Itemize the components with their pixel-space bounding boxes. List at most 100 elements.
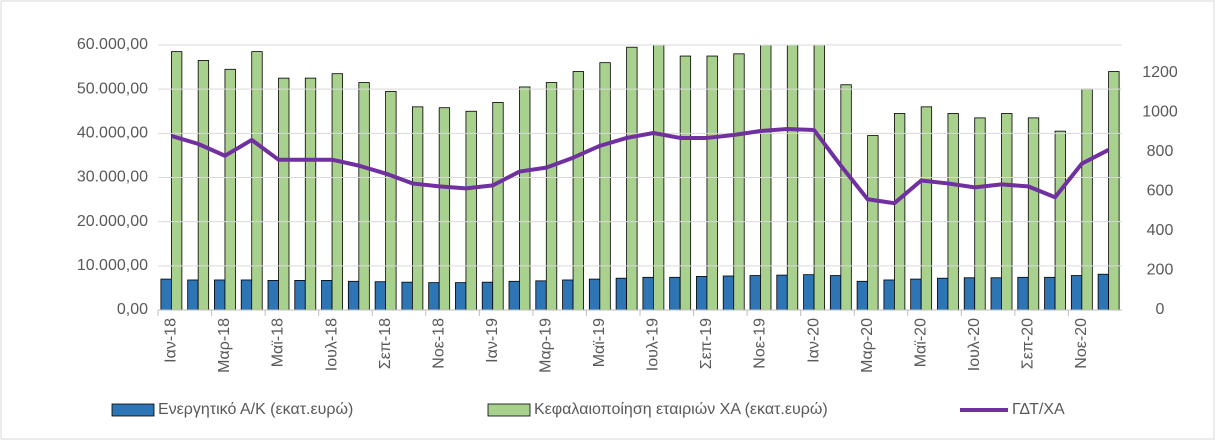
y-tick-label: 20.000,00 — [77, 213, 148, 230]
y-tick-label: 0,00 — [117, 301, 148, 318]
y2-tick-label: 1000 — [1142, 103, 1178, 120]
y-tick-label: 60.000,00 — [77, 36, 148, 53]
bar — [519, 86, 531, 311]
bar — [251, 51, 263, 311]
bar — [214, 279, 226, 311]
legend-swatch — [111, 403, 155, 417]
bar — [331, 73, 343, 311]
bar — [786, 45, 799, 311]
bar — [374, 281, 387, 311]
bar — [304, 77, 317, 311]
bar — [1054, 130, 1066, 311]
bar — [813, 45, 825, 311]
x-tick-label: Ιουλ-19 — [645, 318, 662, 371]
bar — [588, 278, 601, 311]
legend-swatch — [487, 403, 531, 417]
y2-tick-label: 400 — [1147, 222, 1174, 239]
bar — [990, 277, 1002, 311]
bar — [696, 276, 708, 311]
y-tick-label: 40.000,00 — [77, 125, 148, 142]
bar — [401, 281, 413, 311]
bar — [733, 53, 745, 311]
bar — [267, 280, 279, 311]
bar — [910, 278, 922, 311]
x-tick-label: Σεπ-19 — [698, 318, 715, 369]
y-tick-label: 30.000,00 — [77, 169, 148, 186]
x-tick-label: Ιουλ-20 — [966, 318, 983, 371]
bar — [428, 282, 440, 311]
legend-label: Ενεργητικό Α/Κ (εκατ.ευρώ) — [158, 401, 353, 418]
legend-label: ΓΔΤ/ΧΑ — [1012, 401, 1065, 418]
x-tick-label: Νοε-19 — [752, 318, 769, 369]
bar — [722, 275, 735, 311]
bar — [455, 282, 467, 311]
x-tick-label: Σεπ-18 — [377, 318, 394, 369]
bar — [572, 71, 584, 311]
bar — [615, 277, 628, 311]
bar — [974, 117, 986, 311]
bar — [1108, 71, 1120, 311]
bar — [358, 82, 370, 311]
bar — [197, 60, 210, 311]
bar — [840, 84, 852, 311]
x-tick-label: Μαϊ-20 — [912, 318, 929, 367]
y2-tick-label: 600 — [1147, 183, 1174, 200]
bar — [160, 278, 172, 311]
x-tick-label: Μαρ-20 — [859, 318, 876, 373]
bar — [1017, 276, 1029, 311]
bar — [294, 280, 306, 311]
bar — [963, 277, 976, 311]
bar — [776, 274, 788, 311]
bar — [626, 46, 638, 311]
x-tick-label: Ιαν-20 — [805, 318, 822, 363]
bar — [599, 62, 611, 311]
plot-area — [160, 45, 1120, 311]
bar — [224, 68, 236, 311]
bar — [706, 55, 718, 311]
line-series — [170, 127, 1110, 206]
x-tick-label: Μαϊ-18 — [270, 318, 287, 367]
x-tick-label: Νοε-20 — [1073, 318, 1090, 369]
bar — [947, 113, 959, 311]
bar — [679, 55, 692, 311]
bar — [920, 106, 933, 311]
bar — [170, 51, 183, 311]
bar — [411, 106, 424, 311]
x-tick-label: Νοε-18 — [430, 318, 447, 369]
bar — [545, 82, 558, 311]
bar — [937, 277, 949, 311]
y2-tick-label: 800 — [1147, 143, 1174, 160]
legend-label: Κεφαλαιοποίηση εταιριών ΧΑ (εκατ.ευρώ) — [534, 401, 828, 418]
bar — [321, 280, 333, 311]
x-tick-label: Σεπ-20 — [1019, 318, 1036, 369]
bar — [1001, 113, 1013, 311]
bar — [347, 280, 360, 311]
bar — [749, 275, 761, 311]
bar — [760, 45, 772, 311]
x-tick-label: Ιαν-19 — [484, 318, 501, 363]
bar — [481, 281, 494, 311]
bar — [278, 77, 290, 311]
bar — [1097, 273, 1110, 311]
bar — [385, 90, 397, 311]
bar — [893, 113, 906, 311]
bar — [240, 279, 253, 311]
y2-tick-label: 0 — [1156, 301, 1165, 318]
x-tick-label: Μαρ-19 — [537, 318, 554, 373]
bar — [1070, 275, 1083, 311]
bar — [652, 45, 665, 311]
bar — [1044, 276, 1056, 311]
bar — [803, 274, 815, 311]
x-tick-label: Ιουλ-18 — [323, 318, 340, 371]
bar — [1081, 88, 1093, 311]
bar — [187, 279, 199, 311]
x-tick-label: Μαϊ-19 — [591, 318, 608, 367]
y2-tick-label: 1200 — [1142, 64, 1178, 81]
bar — [1027, 117, 1040, 311]
bar — [867, 135, 879, 311]
y2-tick-label: 200 — [1147, 262, 1174, 279]
x-tick-label: Μαρ-18 — [216, 318, 233, 373]
bar — [508, 280, 520, 311]
bar — [535, 280, 547, 311]
